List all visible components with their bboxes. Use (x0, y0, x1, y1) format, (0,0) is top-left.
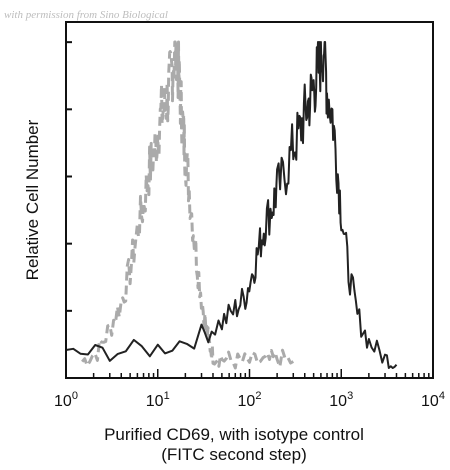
x-tick-label-exponent: 0 (72, 390, 78, 402)
x-tick-label-base: 10 (146, 393, 164, 410)
x-tick-label: 103 (329, 390, 353, 410)
x-tick-label: 102 (238, 390, 262, 410)
x-tick-label: 100 (54, 390, 78, 410)
x-tick-labels: 100 101 102 103 104 (54, 390, 445, 410)
x-tick-label: 104 (421, 390, 445, 410)
x-tick-label-base: 10 (54, 393, 72, 410)
x-axis-label-line2: (FITC second step) (161, 445, 307, 464)
x-tick-label-exponent: 4 (439, 390, 445, 402)
cd69-series-line (65, 41, 398, 369)
x-tick-label-base: 10 (238, 393, 256, 410)
isotype-control-series-line (81, 40, 295, 370)
x-tick-label-exponent: 2 (255, 390, 261, 402)
x-tick-label: 101 (146, 390, 170, 410)
y-ticks (66, 41, 72, 312)
x-tick-label-exponent: 3 (347, 390, 353, 402)
x-axis-label-line1: Purified CD69, with isotype control (104, 425, 364, 444)
x-tick-label-base: 10 (329, 393, 347, 410)
watermark-text: with permission from Sino Biological (4, 9, 168, 21)
plot-frame (65, 21, 434, 379)
series-layer (65, 40, 398, 370)
x-ticks (65, 369, 434, 378)
y-axis-label: Relative Cell Number (23, 119, 42, 280)
x-tick-label-exponent: 1 (164, 390, 170, 402)
x-tick-label-base: 10 (421, 393, 439, 410)
